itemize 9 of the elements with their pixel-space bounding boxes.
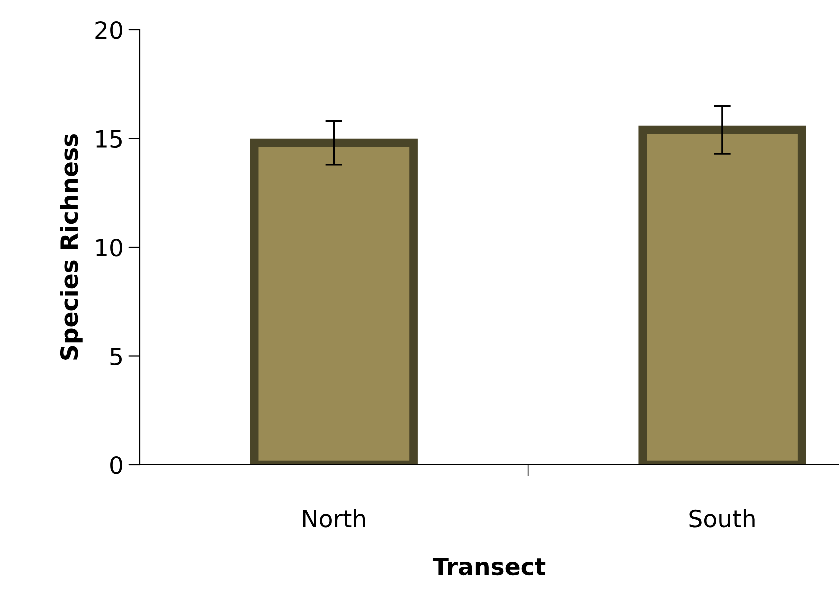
x-tick-label: South xyxy=(690,509,755,528)
y-tick-label: 5 xyxy=(110,348,122,366)
y-tick-label: 15 xyxy=(96,130,122,148)
y-tick-label: 10 xyxy=(96,238,122,257)
y-tick-label: 20 xyxy=(96,21,122,40)
y-tick-label: 0 xyxy=(110,456,122,474)
x-tick-label: North xyxy=(303,509,366,528)
x-axis-title: Transect xyxy=(432,558,546,576)
y-axis-title: Species Richness xyxy=(60,134,83,360)
